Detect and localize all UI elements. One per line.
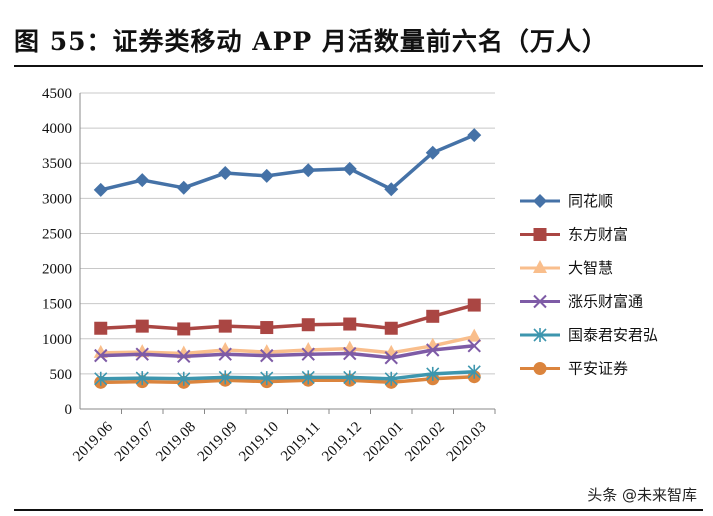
data-point — [177, 371, 191, 386]
data-point — [426, 366, 440, 381]
y-tick-label: 1000 — [42, 332, 72, 348]
series-line — [100, 344, 475, 360]
legend-item: 东方财富 — [520, 226, 628, 244]
diamond-icon — [533, 194, 547, 208]
y-tick-label: 500 — [50, 367, 73, 383]
data-point — [301, 370, 315, 385]
data-point — [467, 328, 482, 342]
x-tick-label: 2020.03 — [444, 419, 490, 465]
series-line — [100, 334, 475, 356]
x-tick-label: 2020.02 — [402, 419, 448, 465]
title-rule — [14, 65, 703, 67]
data-point — [260, 321, 274, 335]
data-point — [218, 319, 232, 333]
data-point — [218, 370, 232, 385]
data-point — [467, 339, 481, 353]
star-icon — [533, 328, 547, 342]
x-tick-label: 2020.01 — [361, 419, 407, 465]
legend-label: 东方财富 — [568, 226, 628, 244]
data-point — [94, 371, 108, 386]
series-1 — [94, 298, 481, 336]
data-point — [343, 370, 357, 385]
legend-item: 大智慧 — [520, 259, 613, 277]
x-tick-label: 2019.12 — [319, 419, 365, 465]
series-line — [100, 374, 475, 385]
data-point — [177, 322, 191, 336]
square-icon — [533, 228, 547, 241]
data-point — [135, 347, 149, 361]
y-tick-label: 3500 — [42, 156, 72, 172]
data-point — [260, 348, 274, 363]
data-point — [135, 173, 150, 188]
y-tick-label: 3000 — [42, 191, 72, 207]
series-line — [100, 133, 475, 192]
data-point — [135, 319, 149, 333]
x-tick-label: 2019.07 — [112, 419, 158, 465]
legend-label: 涨乐财富通 — [568, 293, 643, 311]
data-point — [176, 180, 191, 195]
data-point — [426, 343, 440, 357]
data-point — [467, 298, 481, 312]
legend-item: 同花顺 — [520, 192, 613, 210]
x-tick-label: 2019.11 — [278, 419, 323, 464]
data-point — [342, 161, 357, 176]
data-point — [301, 347, 315, 361]
x-tick-label: 2019.06 — [70, 419, 116, 465]
y-tick-label: 1500 — [42, 297, 72, 313]
bottom-rule — [14, 509, 703, 511]
y-tick-label: 4000 — [42, 121, 72, 137]
data-point — [260, 371, 274, 386]
legend-label: 国泰君安君弘 — [568, 326, 658, 344]
data-point — [343, 346, 357, 361]
data-point — [94, 348, 108, 363]
legend-label: 同花顺 — [568, 192, 613, 210]
data-point — [301, 318, 315, 332]
data-point — [467, 128, 482, 143]
series-3 — [94, 339, 481, 365]
series-line — [100, 303, 475, 331]
data-point — [94, 321, 108, 335]
data-point — [426, 309, 440, 323]
series-line — [100, 370, 475, 381]
y-tick-label: 4500 — [42, 86, 72, 102]
data-point — [384, 371, 398, 386]
data-point — [135, 371, 149, 386]
data-point — [384, 321, 398, 335]
series-0 — [93, 128, 482, 197]
chart-title: 图 55：证券类移动 APP 月活数量前六名（万人） — [14, 27, 608, 56]
data-point — [218, 347, 232, 361]
series-4 — [94, 364, 481, 386]
data-point — [467, 364, 481, 379]
data-point — [384, 182, 399, 197]
data-point — [259, 168, 274, 183]
data-point — [343, 317, 357, 331]
legend-label: 平安证券 — [568, 360, 628, 378]
x-tick-label: 2019.09 — [195, 419, 241, 465]
x-tick-label: 2019.10 — [236, 419, 282, 465]
data-point — [93, 182, 108, 197]
data-point — [301, 163, 316, 178]
legend-item: 平安证券 — [520, 360, 628, 378]
triangle-icon — [533, 260, 547, 273]
data-point — [425, 145, 440, 160]
legend-item: 国泰君安君弘 — [520, 326, 658, 344]
y-tick-label: 0 — [65, 402, 73, 418]
data-point — [218, 166, 233, 181]
legend-item: 涨乐财富通 — [520, 293, 643, 311]
legend-label: 大智慧 — [568, 259, 613, 277]
watermark: 头条 @未来智库 — [587, 486, 697, 504]
y-tick-label: 2000 — [42, 262, 72, 278]
x-tick-label: 2019.08 — [153, 419, 199, 465]
data-point — [177, 349, 191, 364]
circle-icon — [533, 362, 547, 375]
data-point — [384, 351, 398, 365]
x-icon — [533, 294, 547, 309]
y-tick-label: 2500 — [42, 226, 72, 242]
